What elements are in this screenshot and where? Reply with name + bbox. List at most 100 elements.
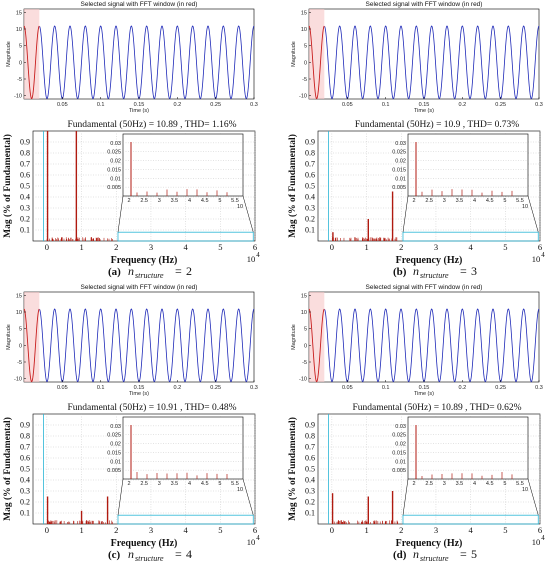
inset-ytick-label: 0.03 [395,424,406,430]
fft-x-exponent-power: 4 [541,251,545,259]
fft-xtick-label: 3 [149,242,153,252]
inset-xtick-label: 4.5 [486,198,494,204]
fft-xtick-label: 1 [79,242,83,252]
fft-ytick-label: 0.7 [305,160,315,169]
fft-ytick-label: 0.7 [20,160,30,169]
fft-ylabel: Mag (% of Fundamental) [2,134,13,238]
fft-xtick-label: 4 [469,242,474,252]
fft-ytick-label: 0.7 [305,443,315,452]
caption-label: (d) [393,549,407,561]
inset-ytick-label: 0.01 [395,176,406,182]
time-ytick-label: 10 [301,27,307,33]
time-ytick-label: -10 [299,94,307,100]
time-ytick-label: 15 [301,293,307,299]
inset-ytick-label: 0.015 [392,450,406,456]
fft-plot-0: Fundamental (50Hz) = 10.89 , THD= 1.16% 0… [2,119,260,266]
fft-x-exponent: 10 [247,537,256,547]
inset-xtick-label: 3 [158,198,161,204]
inset-ytick-label: 0.03 [110,141,121,147]
fft-ytick-label: 0.6 [20,171,30,180]
inset-xtick-label: 3 [443,481,446,487]
inset-xtick-label: 3.5 [171,481,179,487]
fft-xtick-label: 0 [330,242,334,252]
time-xlabel: Time (s) [414,391,434,397]
fft-xlabel: Frequency (Hz) [396,255,463,266]
inset-ytick-label: 0.005 [392,468,406,474]
inset-ytick-label: 0.01 [110,176,121,182]
time-xtick-label: 0.05 [342,385,353,391]
time-xtick-label: 0.2 [174,385,182,391]
caption-equals: = [175,547,182,561]
time-xlabel: Time (s) [129,108,149,114]
fft-ytick-label: 0.8 [20,432,30,441]
inset-xtick-label: 5 [503,198,506,204]
fft-plot-title: Fundamental (50Hz) = 10.89 , THD= 1.16% [67,119,236,130]
inset-ytick-label: 0.01 [110,459,121,465]
time-xtick-label: 0.05 [57,385,68,391]
caption-0: (a) n structure = 2 [108,264,192,280]
fft-xtick-label: 1 [364,525,368,535]
caption-equals: = [175,264,182,278]
time-ytick-label: -5 [17,360,22,366]
inset-ytick-label: 0.015 [107,167,121,173]
fft-ytick-label: 0.9 [20,138,30,147]
fft-xtick-label: 4 [469,525,474,535]
inset-xtick-label: 3 [443,198,446,204]
time-ytick-label: -10 [14,377,22,383]
fft-xtick-label: 2 [399,242,403,252]
inset-xtick-label: 2.5 [425,198,433,204]
time-xtick-label: 0.3 [535,102,543,108]
time-ytick-label: 5 [19,327,22,333]
fft-ytick-label: 0.3 [305,487,315,496]
fft-plot-title: Fundamental (50Hz) = 10.9 , THD= 0.73% [355,119,519,130]
caption-equals: = [460,264,467,278]
time-ytick-label: 10 [301,310,307,316]
fft-ytick-label: 0.3 [20,487,30,496]
time-ytick-label: 15 [301,10,307,16]
inset-ytick-label: 0.015 [107,450,121,456]
fft-ytick-label: 0.5 [20,465,30,474]
time-ytick-label: -10 [299,377,307,383]
time-xtick-label: 0.1 [97,385,105,391]
fft-x-exponent-power: 4 [256,534,260,542]
inset-xtick-label: 5 [218,481,221,487]
inset-ytick-label: 0.025 [392,150,406,156]
fft-xtick-label: 3 [149,525,153,535]
time-ytick-label: 10 [16,310,22,316]
caption-value: 5 [471,547,477,561]
inset-ytick-label: 0.005 [107,468,121,474]
time-plot-axes [309,292,539,382]
inset-ytick-label: 0.025 [107,433,121,439]
fft-ytick-label: 0.3 [305,204,315,213]
time-xtick-label: 0.25 [495,102,506,108]
fft-ytick-label: 0.9 [305,421,315,430]
time-xtick-label: 0.2 [459,385,467,391]
inset-xtick-label: 4 [473,198,476,204]
time-ytick-label: -5 [302,360,307,366]
time-plot-axes [24,9,254,99]
inset-xtick-label: 2 [412,481,415,487]
fft-ytick-label: 0.1 [20,226,30,235]
caption-variable: n [128,264,134,278]
inset-ytick-label: 0.005 [392,185,406,191]
caption-1: (b) n structure = 3 [393,264,477,280]
fft-xtick-label: 2 [114,525,118,535]
fft-ytick-label: 0.1 [305,509,315,518]
time-ytick-label: 0 [304,60,307,66]
caption-value: 4 [186,547,192,561]
fft-window-shade [24,9,39,99]
fft-ytick-label: 0.2 [305,215,315,224]
fft-xtick-label: 4 [184,242,189,252]
inset-axes [123,134,243,196]
time-ytick-label: 10 [16,27,22,33]
fft-ylabel: Mag (% of Fundamental) [2,417,13,521]
inset-xtick-label: 4.5 [201,481,209,487]
caption-3: (d) n structure = 5 [393,547,477,563]
fft-ytick-label: 0.6 [20,454,30,463]
time-ytick-label: 5 [304,327,307,333]
inset-xtick-label: 3.5 [171,198,179,204]
inset-xtick-label: 5 [218,198,221,204]
fft-xtick-label: 1 [79,525,83,535]
inset-xtick-label: 3.5 [456,198,464,204]
time-ytick-label: 0 [19,60,22,66]
